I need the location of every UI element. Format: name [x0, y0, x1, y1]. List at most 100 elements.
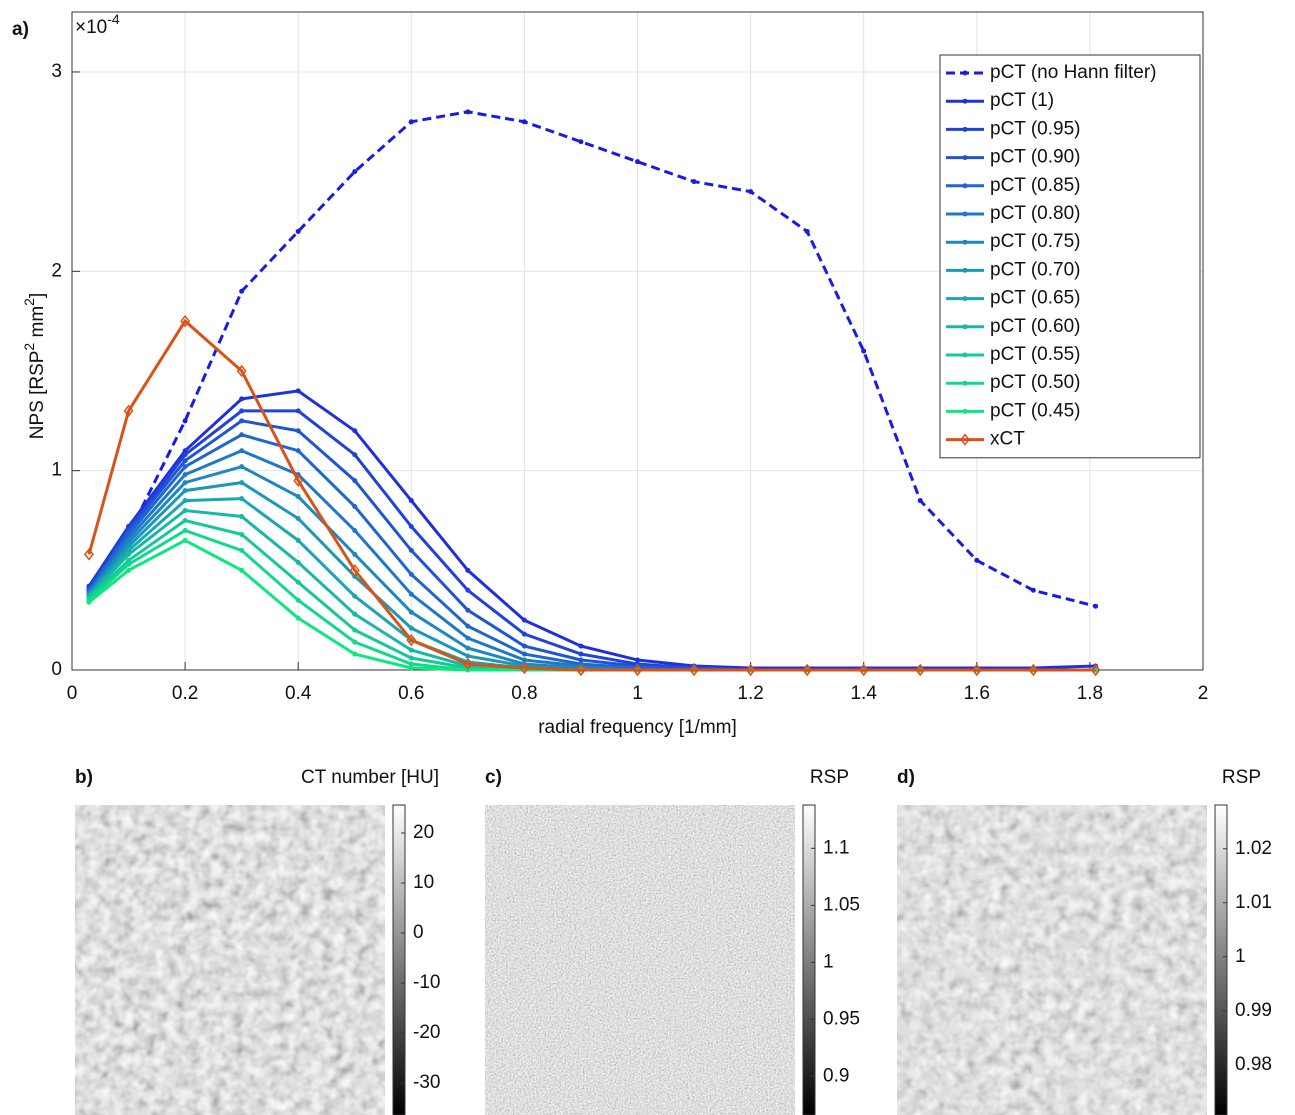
- marker: [295, 515, 301, 521]
- marker: [84, 548, 94, 561]
- marker: [408, 609, 414, 615]
- colorbar-tick-label: 0.98: [1235, 1054, 1272, 1075]
- y-tick-label: 3: [51, 61, 62, 82]
- legend-marker: [962, 296, 968, 302]
- y-tick-label: 0: [51, 659, 62, 680]
- noise-image: [897, 805, 1207, 1115]
- x-tick-label: 1.4: [850, 683, 877, 704]
- marker: [465, 587, 471, 593]
- text-part: NPS [RSP: [27, 351, 48, 440]
- marker: [632, 663, 643, 677]
- text-part: ]: [27, 293, 48, 298]
- colorbar-tick-label: -30: [413, 1072, 440, 1093]
- marker: [745, 663, 756, 677]
- marker: [236, 364, 247, 378]
- marker: [180, 314, 191, 328]
- marker: [748, 189, 754, 195]
- marker: [861, 348, 867, 354]
- legend-label: pCT (0.75): [990, 231, 1080, 252]
- marker: [352, 551, 358, 557]
- marker: [295, 537, 301, 543]
- marker: [182, 480, 188, 486]
- legend-marker: [962, 380, 968, 386]
- panel-label: b): [75, 767, 93, 788]
- legend-label: pCT (no Hann filter): [990, 62, 1157, 83]
- y-tick-label: 2: [51, 260, 62, 281]
- marker: [408, 655, 414, 661]
- x-tick-label: 1.6: [964, 683, 990, 704]
- marker: [349, 564, 360, 577]
- marker: [802, 663, 813, 677]
- legend-box: [939, 54, 1201, 459]
- marker: [465, 635, 471, 641]
- colorbar-tick-label: 20: [413, 822, 434, 843]
- legend-label: pCT (0.80): [990, 203, 1080, 224]
- marker: [239, 496, 245, 502]
- marker: [239, 531, 245, 537]
- marker: [1028, 663, 1039, 677]
- legend-marker: [962, 70, 968, 76]
- marker: [182, 458, 188, 464]
- legend-label: pCT (0.50): [990, 372, 1080, 393]
- marker: [858, 663, 869, 677]
- marker: [804, 228, 810, 234]
- marker: [408, 571, 414, 577]
- legend-marker: [960, 433, 970, 446]
- marker: [239, 418, 245, 424]
- legend-marker: [962, 408, 968, 414]
- marker: [578, 139, 584, 145]
- marker: [1030, 587, 1036, 593]
- text-part: 2: [21, 343, 37, 351]
- marker: [295, 494, 301, 500]
- marker: [239, 408, 245, 414]
- marker: [123, 404, 134, 418]
- colorbar: [802, 804, 816, 1115]
- noise-image: [75, 805, 385, 1115]
- legend-label: pCT (0.95): [990, 118, 1080, 139]
- marker: [352, 169, 358, 175]
- legend-label: pCT (1): [990, 90, 1054, 111]
- marker: [521, 643, 527, 649]
- marker: [408, 119, 414, 125]
- marker: [352, 452, 358, 458]
- marker: [575, 663, 586, 677]
- marker: [239, 464, 245, 470]
- colorbar-tick-label: -20: [413, 1022, 440, 1043]
- legend-marker: [962, 183, 968, 189]
- colorbar-tick-label: 0: [413, 922, 424, 943]
- marker: [462, 657, 473, 671]
- marker: [295, 579, 301, 585]
- colorbar-label: RSP: [810, 767, 849, 788]
- marker: [689, 663, 700, 677]
- text-part: mm: [27, 306, 48, 343]
- marker: [295, 448, 301, 454]
- legend-marker: [962, 324, 968, 330]
- marker: [182, 452, 188, 458]
- x-tick-label: 0.2: [172, 683, 198, 704]
- colorbar: [392, 804, 406, 1115]
- marker: [519, 661, 530, 675]
- marker: [239, 547, 245, 553]
- marker: [86, 599, 92, 605]
- marker: [352, 651, 358, 657]
- marker: [126, 561, 132, 567]
- marker: [465, 653, 471, 659]
- marker: [182, 464, 188, 470]
- marker: [521, 617, 527, 623]
- x-tick-label: 1.8: [1077, 683, 1103, 704]
- legend-label: xCT: [990, 429, 1025, 450]
- marker: [408, 547, 414, 553]
- legend-marker: [962, 98, 968, 104]
- y-axis-label: NPS [RSP2 mm2]: [21, 293, 48, 440]
- legend-marker: [962, 352, 968, 358]
- x-tick-label: 0.4: [285, 683, 312, 704]
- colorbar-tick-label: 0.9: [823, 1065, 849, 1086]
- panel-label: c): [485, 767, 502, 788]
- colorbar-label: CT number [HU]: [301, 767, 439, 788]
- colorbar-tick-label: 1: [1235, 946, 1246, 967]
- panel-label: d): [897, 767, 915, 788]
- marker: [295, 559, 301, 565]
- marker: [352, 611, 358, 617]
- marker: [293, 474, 304, 487]
